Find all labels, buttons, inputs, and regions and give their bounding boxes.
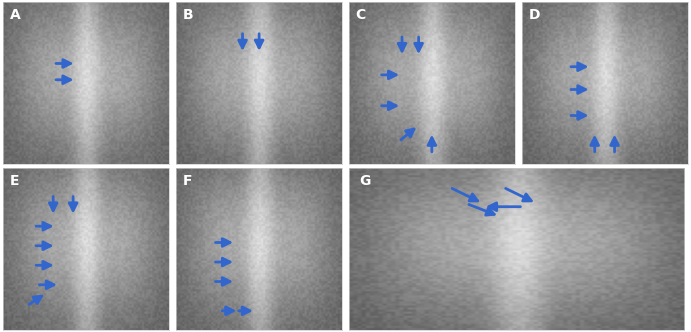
Text: G: G (359, 174, 370, 188)
Text: B: B (183, 8, 193, 22)
Text: D: D (529, 8, 540, 22)
Text: E: E (10, 174, 19, 188)
Text: F: F (183, 174, 192, 188)
Text: A: A (10, 8, 21, 22)
Text: C: C (356, 8, 366, 22)
